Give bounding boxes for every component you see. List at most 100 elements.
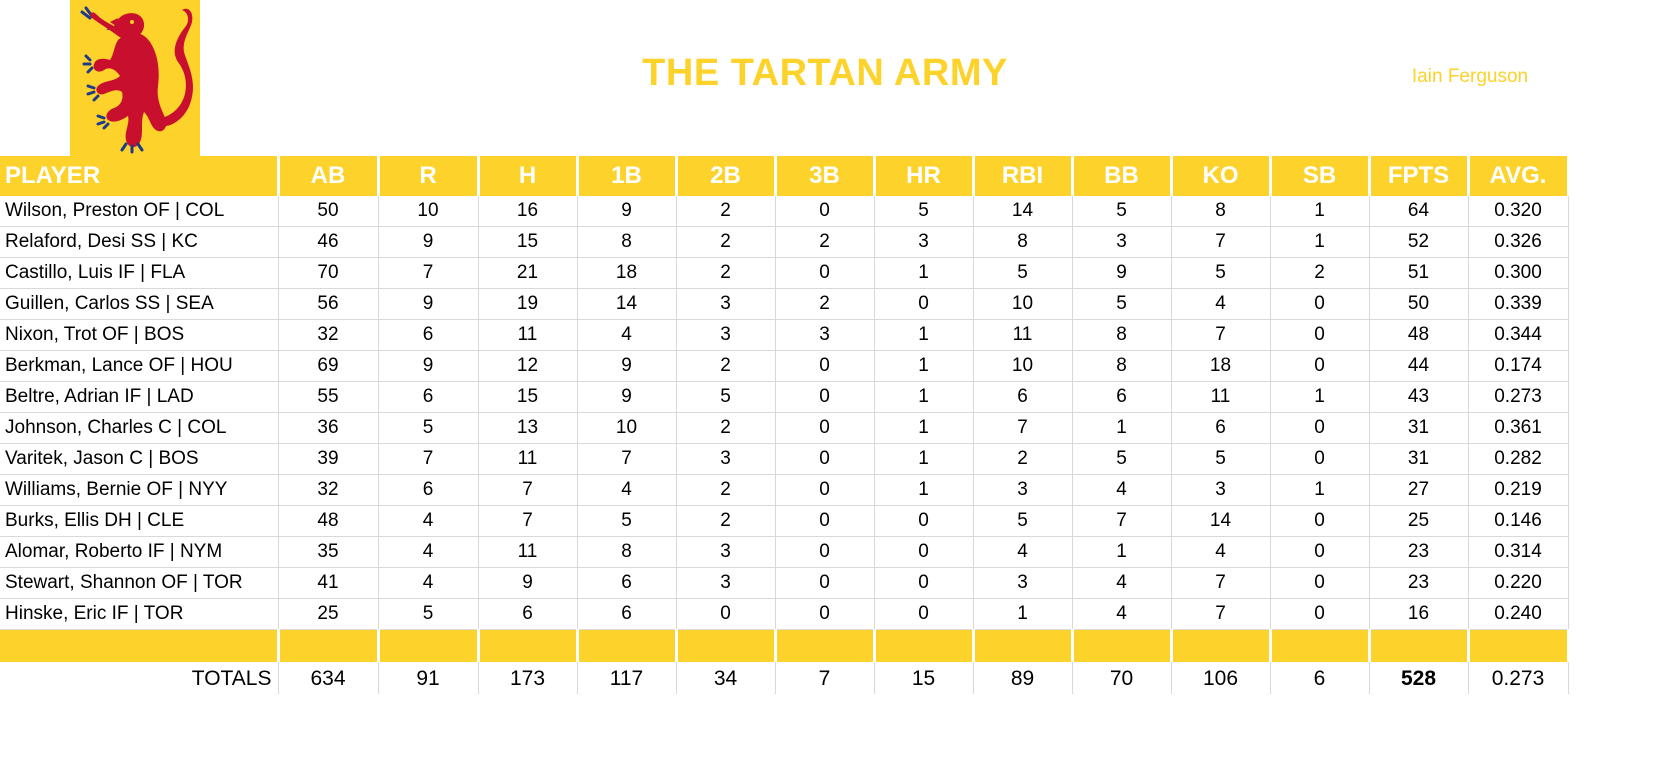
stat-cell: 2 (775, 288, 875, 320)
stat-cell: 2 (676, 226, 776, 258)
spacer-cell (1468, 629, 1570, 662)
table-row: Guillen, Carlos SS | SEA 56 9 19 14 3 2 0 10 5 4 0 5… (0, 288, 1569, 320)
stat-cell: 10 (973, 350, 1073, 382)
stat-cell: 31 (1369, 412, 1469, 444)
stat-cell: 69 (278, 350, 379, 382)
stat-cell: 3 (676, 443, 776, 475)
column-header: HR (874, 156, 975, 196)
table-row: Williams, Bernie OF | NYY 32 6 7 4 2 0 1 3 4 3 1 27 0… (0, 474, 1569, 506)
stat-cell: 55 (278, 381, 379, 413)
stat-cell: 5 (874, 196, 974, 227)
stat-cell: 0 (1270, 505, 1370, 537)
spacer-cell (278, 629, 380, 662)
stat-cell: 0 (775, 474, 875, 506)
stat-cell: 32 (278, 319, 379, 351)
stat-cell: 7 (973, 412, 1073, 444)
total-cell: 173 (478, 662, 578, 694)
stat-cell: 48 (278, 505, 379, 537)
stat-cell: 2 (1270, 257, 1370, 289)
stat-cell: 3 (1171, 474, 1271, 506)
player-name-cell: Beltre, Adrian IF | LAD (0, 381, 279, 413)
stat-cell: 7 (1072, 505, 1172, 537)
stat-cell: 6 (577, 567, 677, 599)
column-header: H (478, 156, 579, 196)
stat-cell: 4 (378, 505, 479, 537)
team-title: THE TARTAN ARMY (642, 52, 1008, 94)
stat-cell: 48 (1369, 319, 1469, 351)
stat-cell: 2 (973, 443, 1073, 475)
table-row: Wilson, Preston OF | COL 50 10 16 9 2 0 5 14 5 8 1 6… (0, 196, 1569, 227)
stat-cell: 32 (278, 474, 379, 506)
table-row: Varitek, Jason C | BOS 39 7 11 7 3 0 1 2 5 5 0 31 0.2… (0, 443, 1569, 475)
stat-cell: 7 (577, 443, 677, 475)
spacer-cell (676, 629, 777, 662)
stat-cell: 25 (1369, 505, 1469, 537)
stat-cell: 15 (478, 381, 578, 413)
stat-cell: 1 (1270, 474, 1370, 506)
stat-cell: 4 (577, 474, 677, 506)
stat-cell: 39 (278, 443, 379, 475)
stat-cell: 70 (278, 257, 379, 289)
stat-cell: 8 (577, 536, 677, 568)
spacer-cell (1072, 629, 1173, 662)
stat-cell: 18 (1171, 350, 1271, 382)
player-name-cell: Nixon, Trot OF | BOS (0, 319, 279, 351)
stat-cell: 14 (577, 288, 677, 320)
spacer-cell (1270, 629, 1371, 662)
stat-cell: 2 (676, 350, 776, 382)
stat-cell: 5 (1171, 257, 1271, 289)
stat-cell: 0 (1270, 412, 1370, 444)
stat-cell: 6 (577, 598, 677, 630)
table-row: Stewart, Shannon OF | TOR 41 4 9 6 3 0 0 3 4 7 0 23 0… (0, 567, 1569, 599)
stat-cell: 56 (278, 288, 379, 320)
stat-cell: 3 (973, 474, 1073, 506)
stat-cell: 12 (478, 350, 578, 382)
stat-cell: 8 (1072, 350, 1172, 382)
total-cell: 106 (1171, 662, 1271, 694)
table-row: Alomar, Roberto IF | NYM 35 4 11 8 3 0 0 4 1 4 0 23 0… (0, 536, 1569, 568)
stat-cell: 4 (1171, 536, 1271, 568)
stat-cell: 41 (278, 567, 379, 599)
stat-cell: 0.326 (1468, 226, 1569, 258)
stat-cell: 0.344 (1468, 319, 1569, 351)
stat-cell: 1 (874, 350, 974, 382)
stat-cell: 25 (278, 598, 379, 630)
stat-cell: 4 (973, 536, 1073, 568)
spacer-cell (577, 629, 678, 662)
stat-cell: 2 (676, 505, 776, 537)
player-name-cell: Berkman, Lance OF | HOU (0, 350, 279, 382)
player-name-cell: Varitek, Jason C | BOS (0, 443, 279, 475)
stat-cell: 16 (478, 196, 578, 227)
stat-cell: 4 (1072, 567, 1172, 599)
stat-cell: 4 (1072, 474, 1172, 506)
stat-cell: 0.314 (1468, 536, 1569, 568)
player-name-cell: Alomar, Roberto IF | NYM (0, 536, 279, 568)
stat-cell: 14 (1171, 505, 1271, 537)
column-header: BB (1072, 156, 1173, 196)
stat-cell: 0.339 (1468, 288, 1569, 320)
column-header: 2B (676, 156, 777, 196)
stat-cell: 5 (1171, 443, 1271, 475)
stat-cell: 1 (874, 412, 974, 444)
total-cell: 91 (378, 662, 479, 694)
stat-cell: 7 (478, 505, 578, 537)
stat-cell: 23 (1369, 536, 1469, 568)
stat-cell: 5 (1072, 196, 1172, 227)
stat-cell: 0 (676, 598, 776, 630)
stat-cell: 2 (676, 474, 776, 506)
stat-cell: 9 (577, 196, 677, 227)
stat-cell: 11 (478, 319, 578, 351)
stat-cell: 3 (676, 567, 776, 599)
stat-cell: 0 (1270, 350, 1370, 382)
column-header: 3B (775, 156, 876, 196)
stat-cell: 0.220 (1468, 567, 1569, 599)
stat-cell: 2 (676, 257, 776, 289)
stat-cell: 9 (378, 350, 479, 382)
stat-cell: 1 (874, 319, 974, 351)
stat-cell: 0.219 (1468, 474, 1569, 506)
stat-cell: 0 (1270, 288, 1370, 320)
column-header: AB (278, 156, 380, 196)
column-header: AVG. (1468, 156, 1570, 196)
stat-cell: 10 (973, 288, 1073, 320)
